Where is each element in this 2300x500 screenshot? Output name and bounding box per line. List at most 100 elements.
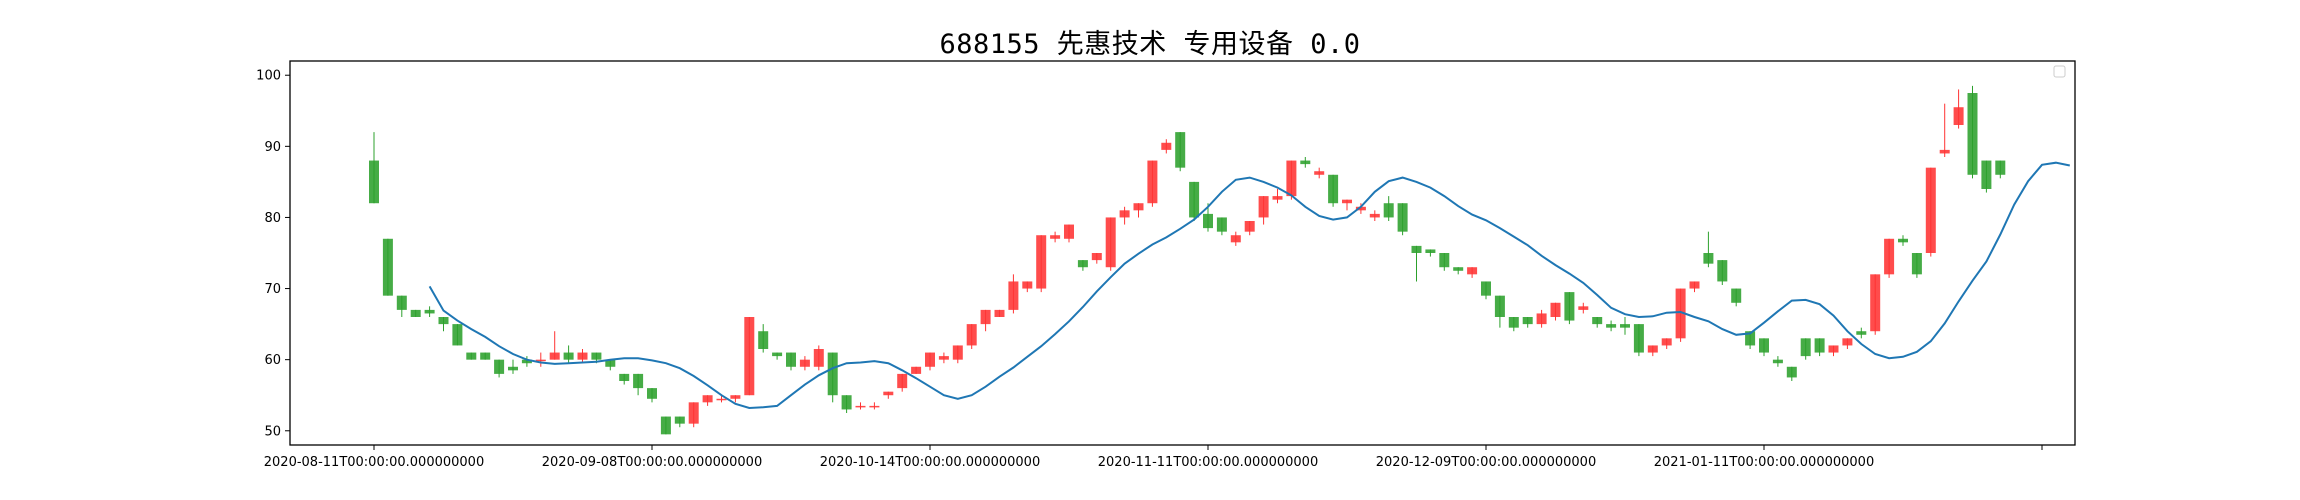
- candle: [1620, 317, 1630, 335]
- candle-body: [1898, 238, 1908, 243]
- candle-body: [1703, 253, 1714, 264]
- candle-body: [647, 388, 657, 399]
- candle-body: [1981, 160, 1992, 189]
- candle-body: [1828, 345, 1839, 353]
- candle-body: [1244, 221, 1255, 232]
- moving-average-layer: [428, 161, 2070, 410]
- candle: [466, 352, 477, 360]
- candle-body: [1355, 206, 1366, 211]
- candle: [1786, 366, 1797, 381]
- candle-body: [855, 405, 866, 408]
- candle: [1328, 174, 1339, 207]
- candle: [1467, 267, 1478, 278]
- candle-body: [1911, 253, 1922, 275]
- candle-body: [1772, 359, 1783, 364]
- candle: [980, 309, 991, 332]
- y-axis: 50 60 70 80 90 100: [256, 69, 290, 439]
- candle-body: [1425, 249, 1436, 253]
- candle: [786, 352, 796, 371]
- candle-body: [1314, 171, 1325, 175]
- candle: [1717, 260, 1728, 285]
- candle-body: [1467, 267, 1478, 275]
- legend-box: [2053, 65, 2066, 78]
- candle-body: [1620, 324, 1630, 328]
- candle: [1592, 317, 1603, 328]
- candle: [369, 132, 379, 204]
- candle-body: [1036, 235, 1047, 289]
- y-tick-label: 100: [256, 69, 281, 84]
- candle-body: [382, 238, 393, 296]
- candle-body: [1717, 260, 1728, 282]
- candle: [883, 391, 894, 399]
- candle: [1939, 103, 1950, 157]
- candle: [1077, 260, 1088, 271]
- x-tick-label: 2020-09-08T00:00:00.000000000: [542, 455, 762, 470]
- candle: [911, 366, 922, 374]
- candle-body: [1494, 295, 1505, 317]
- candle: [1494, 295, 1505, 328]
- candle-body: [1814, 338, 1825, 353]
- candle-body: [1328, 174, 1339, 204]
- candle-body: [1161, 142, 1172, 150]
- candle: [1578, 302, 1589, 314]
- candle-body: [1606, 324, 1617, 328]
- candle-body: [396, 295, 407, 310]
- candle: [1439, 253, 1450, 271]
- candle: [1064, 224, 1074, 243]
- candle: [1884, 238, 1895, 278]
- candle: [1008, 274, 1019, 314]
- candle-body: [1675, 288, 1686, 339]
- candle: [1397, 203, 1408, 236]
- candle-body: [549, 352, 560, 360]
- candle: [1731, 288, 1742, 307]
- candle-body: [716, 398, 727, 401]
- candle: [577, 349, 588, 364]
- candle: [438, 317, 449, 332]
- candle-body: [521, 359, 532, 364]
- x-axis: 2020-08-11T00:00:00.000000000 2020-09-08T…: [264, 445, 2043, 470]
- candle-body: [980, 309, 991, 325]
- candle-body: [1689, 281, 1700, 289]
- x-tick-label: 2020-10-14T00:00:00.000000000: [820, 455, 1040, 470]
- candle: [1244, 221, 1255, 236]
- candle: [925, 352, 935, 371]
- candle: [1355, 203, 1366, 214]
- candle: [938, 352, 949, 364]
- candle-body: [1939, 149, 1950, 154]
- candle-body: [1842, 338, 1853, 346]
- candle: [1453, 267, 1464, 275]
- candle-body: [1800, 338, 1811, 357]
- y-tick-label: 70: [264, 282, 281, 297]
- candle: [702, 395, 713, 406]
- candle: [1647, 345, 1658, 357]
- candle-body: [1050, 235, 1061, 239]
- candle-body: [1342, 199, 1352, 204]
- candle-body: [1884, 238, 1895, 275]
- candle-body: [938, 356, 949, 360]
- candle: [1036, 235, 1047, 293]
- candle: [827, 352, 838, 403]
- candle: [605, 359, 616, 371]
- candle-body: [1967, 93, 1978, 175]
- candle-body: [1925, 167, 1936, 253]
- candle-body: [813, 349, 824, 367]
- candle: [1536, 309, 1547, 328]
- candle: [535, 352, 546, 367]
- candle: [1606, 320, 1617, 332]
- candle-body: [1091, 253, 1102, 261]
- candle: [744, 317, 755, 396]
- candle: [1898, 235, 1908, 246]
- candle-body: [1286, 160, 1297, 197]
- candle-body: [730, 395, 741, 399]
- candle: [1995, 160, 2006, 179]
- candle-body: [535, 359, 546, 362]
- candle-body: [1522, 317, 1533, 325]
- candle: [494, 359, 505, 378]
- candle: [1133, 203, 1144, 218]
- candle: [1300, 157, 1311, 168]
- candle: [841, 395, 852, 413]
- candle: [1105, 217, 1116, 271]
- candle: [869, 402, 880, 410]
- candle-body: [841, 395, 852, 410]
- candle-body: [1536, 313, 1547, 325]
